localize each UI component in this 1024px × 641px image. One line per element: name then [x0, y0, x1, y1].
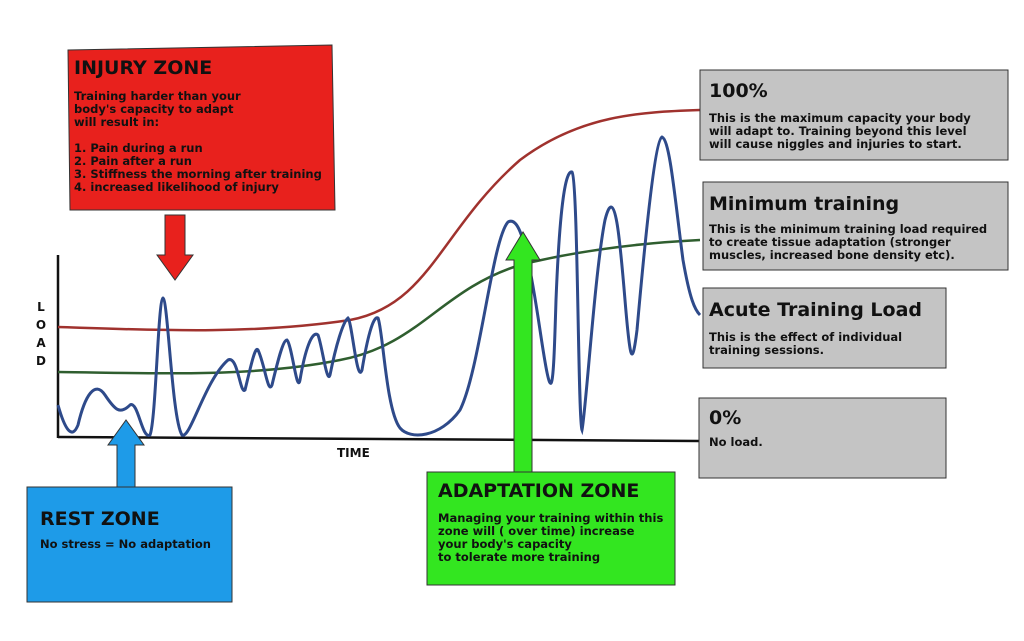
injury-title: INJURY ZONE [74, 57, 212, 79]
max-capacity-curve [57, 108, 701, 332]
rest-arrow [107, 419, 145, 488]
x-axis [57, 435, 701, 443]
adaptation-text: zone will ( over time) increase [438, 524, 635, 538]
injury-box [67, 44, 336, 211]
level-box [702, 287, 947, 369]
adaptation-text: your body's capacity [438, 537, 572, 551]
injury-text: will result in: [74, 115, 159, 129]
level-title: Acute Training Load [709, 299, 922, 321]
rest-box [26, 486, 233, 603]
level-text: No load. [709, 435, 763, 449]
level-text: to create tissue adaptation (stronger [709, 235, 951, 249]
injury-item: 1. Pain during a run [74, 141, 203, 155]
adaptation-text: to tolerate more training [438, 550, 600, 564]
rest-text: No stress = No adaptation [40, 537, 211, 551]
minimum-training-curve [57, 238, 701, 375]
level-title: Minimum training [709, 193, 899, 215]
level-text: will adapt to. Training beyond this leve… [709, 124, 967, 138]
level-text: training sessions. [709, 343, 824, 357]
level-text: This is the maximum capacity your body [709, 111, 971, 125]
injury-item: 2. Pain after a run [74, 154, 192, 168]
level-text: This is the minimum training load requir… [709, 222, 987, 236]
level-text: muscles, increased bone density etc). [709, 248, 955, 262]
adaptation-box [426, 471, 676, 586]
level-title: 100% [709, 80, 768, 102]
level-text: This is the effect of individual [709, 330, 902, 344]
level-text: will cause niggles and injuries to start… [709, 137, 962, 151]
adaptation-title: ADAPTATION ZONE [438, 480, 639, 502]
level-title: 0% [709, 407, 741, 429]
level-box [698, 397, 947, 479]
rest-title: REST ZONE [40, 508, 160, 530]
adaptation-text: Managing your training within this [438, 511, 663, 525]
level-box [699, 69, 1009, 161]
acute-load-curve [56, 135, 702, 437]
injury-arrow [156, 214, 194, 281]
level-box [702, 181, 1009, 271]
adaptation-arrow [505, 231, 541, 473]
injury-text: body's capacity to adapt [74, 102, 234, 116]
injury-text: Training harder than your [74, 89, 241, 103]
y-axis-label: LOAD [34, 300, 48, 372]
x-axis-label: TIME [337, 446, 370, 460]
injury-item: 3. Stiffness the morning after training [74, 167, 322, 181]
injury-item: 4. increased likelihood of injury [74, 180, 279, 194]
